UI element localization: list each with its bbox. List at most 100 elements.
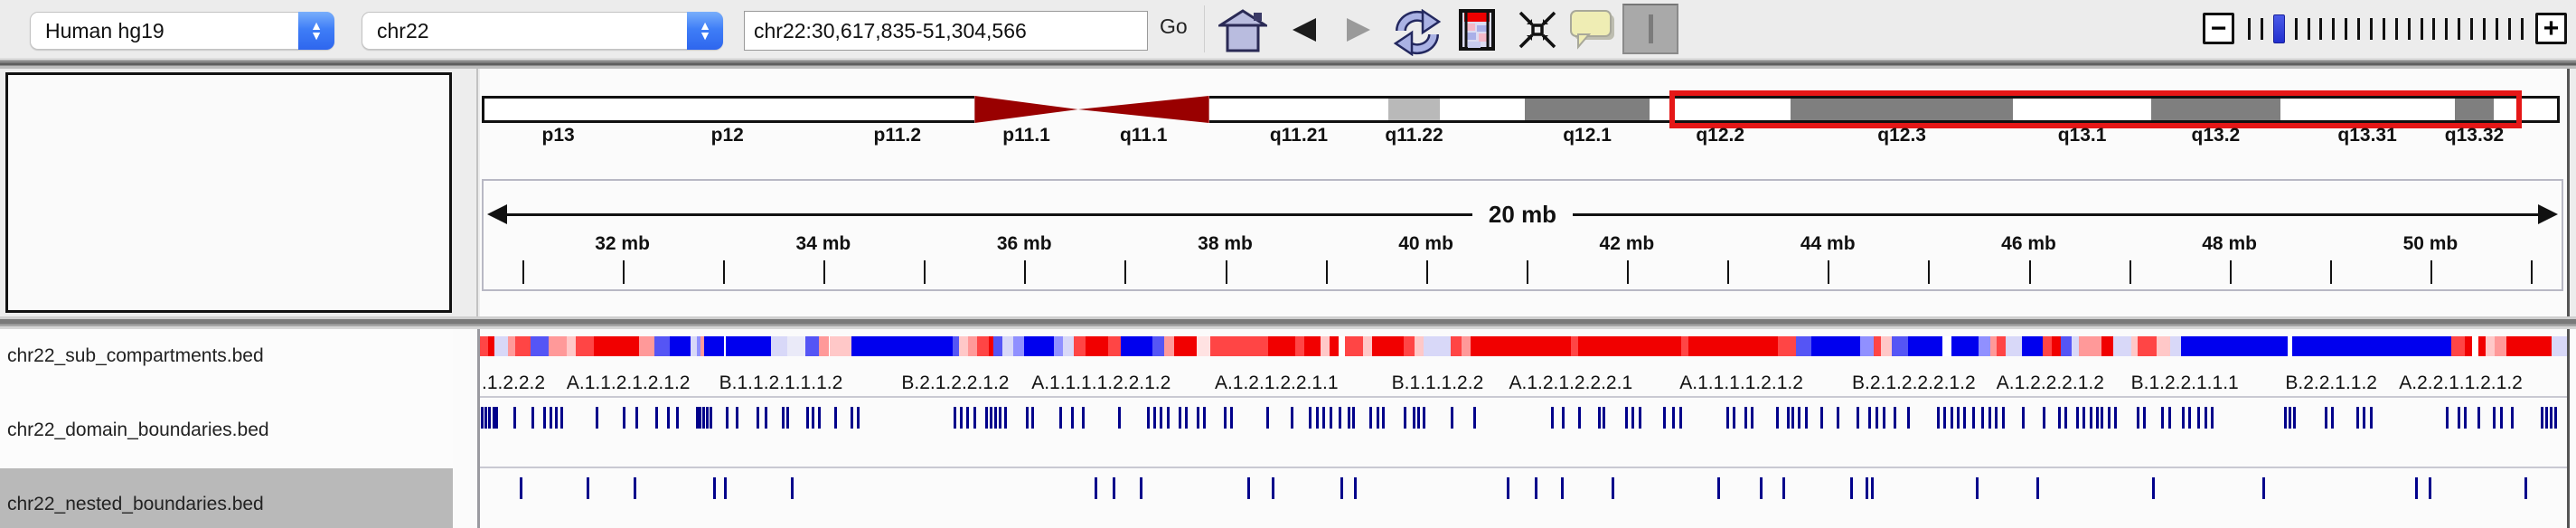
boundary-tick <box>698 407 701 429</box>
boundary-tick <box>1876 407 1878 429</box>
boundary-tick <box>1422 407 1425 429</box>
compartment-segment <box>1873 336 1881 356</box>
track-separator <box>480 396 2567 398</box>
genome-ruler[interactable]: 20 mb 32 mb 34 mb 36 mb 38 mb 40 mb 42 mb 44 m… <box>482 179 2563 291</box>
compartment-segment <box>1344 336 1363 356</box>
track-name-domain-boundaries[interactable]: chr22_domain_boundaries.bed <box>7 420 269 440</box>
nested-boundary-tick <box>2151 477 2155 499</box>
locus-data-panel[interactable]: p13 p12 p11.2 p11.1 q11.1 q11.21 q11.22 q12.1 q1… <box>480 69 2570 316</box>
chevron-up-down-icon: ▲ ▼ <box>687 12 723 50</box>
ideogram-band <box>1791 96 2013 123</box>
boundary-tick <box>1805 407 1809 429</box>
selected-track-highlight <box>0 468 453 528</box>
compartment-segment <box>1403 336 1415 356</box>
zoom-slider-tick <box>2495 18 2498 40</box>
compartment-label: A.1.2.1.2.2.2.1 <box>1509 372 1633 393</box>
boundary-tick <box>1308 407 1312 429</box>
compartment-segment <box>2130 336 2138 356</box>
zoom-slider-tick <box>2294 18 2298 40</box>
compartment-segment <box>1450 336 1462 356</box>
sub-compartment-labels: .1.2.2.2 A.1.1.2.1.2.1.2 B.1.1.2.1.1.1.2 B.… <box>480 372 2567 396</box>
boundary-tick <box>2142 407 2146 429</box>
ruler-tick-label: 38 mb <box>1198 233 1253 254</box>
nested-boundaries-track[interactable] <box>480 477 2567 499</box>
back-icon[interactable] <box>1291 16 1318 43</box>
compartment-segment <box>1267 336 1295 356</box>
ideogram-band-label: p11.1 <box>1002 125 1050 146</box>
ideogram-band <box>1525 96 1650 123</box>
track-name-sub-compartments[interactable]: chr22_sub_compartments.bed <box>7 345 264 366</box>
boundary-tick <box>781 407 785 429</box>
boundary-tick <box>2331 407 2335 429</box>
boundary-tick <box>973 407 977 429</box>
compartment-label: A.2.2.1.1.2.1.2 <box>2399 372 2523 393</box>
zoom-slider[interactable] <box>2248 14 2524 43</box>
region-of-interest-icon[interactable] <box>1459 9 1495 51</box>
boundary-tick <box>1980 407 1984 429</box>
boundary-tick <box>857 407 860 429</box>
ideogram-band <box>2151 96 2280 123</box>
locus-panel: p13 p12 p11.2 p11.1 q11.1 q11.21 q11.22 q12.1 q1… <box>0 69 2576 316</box>
boundary-tick <box>1472 407 1476 429</box>
compartment-segment <box>770 336 787 356</box>
compartment-segment <box>1303 336 1321 356</box>
chromosome-select[interactable]: chr22 ▲ ▼ <box>362 12 723 50</box>
zoom-slider-tick <box>2394 18 2398 40</box>
zoom-in-button[interactable]: + <box>2535 13 2567 44</box>
compartment-segment <box>1086 336 1109 356</box>
compartment-segment <box>1294 336 1304 356</box>
locus-input[interactable] <box>744 11 1148 51</box>
compartment-segment <box>494 336 508 356</box>
chromosome-ideogram[interactable] <box>482 90 2560 128</box>
boundary-tick <box>2356 407 2360 429</box>
cursor-tool-icon[interactable] <box>1622 4 1678 54</box>
boundary-tick <box>2001 407 2005 429</box>
boundary-tick <box>1059 407 1063 429</box>
compartment-segment <box>1796 336 1812 356</box>
boundary-tick <box>999 407 1002 429</box>
panel-splitter[interactable] <box>476 69 478 316</box>
nested-boundary-tick <box>1271 477 1274 499</box>
boundary-tick <box>2100 407 2103 429</box>
boundary-tick <box>994 407 998 429</box>
boundary-tick <box>966 407 970 429</box>
compartment-segment <box>1880 336 1892 356</box>
zoom-slider-handle[interactable] <box>2272 14 2285 43</box>
visible-region-box[interactable] <box>1669 90 2523 128</box>
compartment-label: A.1.1.1.1.2.1.2 <box>1679 372 1803 393</box>
track-name-panel: chr22_sub_compartments.bed chr22_domain_… <box>0 329 453 528</box>
compartment-segment <box>1941 336 1951 356</box>
home-icon[interactable] <box>1218 9 1267 52</box>
boundary-tick <box>2204 407 2207 429</box>
ruler-tick <box>1626 260 1629 284</box>
tooltip-comment-icon[interactable] <box>1569 9 1616 52</box>
fit-to-window-icon[interactable] <box>1517 9 1558 51</box>
genome-select[interactable]: Human hg19 ▲ ▼ <box>30 12 334 50</box>
domain-boundaries-track[interactable] <box>480 407 2567 429</box>
ruler-tick <box>1828 260 1830 284</box>
compartment-segment <box>1108 336 1122 356</box>
refresh-icon[interactable] <box>1392 9 1443 56</box>
boundary-tick <box>1956 407 1960 429</box>
ideogram-band <box>2280 96 2455 123</box>
ruler-tick <box>823 260 825 284</box>
boundary-tick <box>1167 407 1170 429</box>
panel-splitter[interactable] <box>477 329 480 528</box>
zoom-out-button[interactable]: − <box>2203 13 2234 44</box>
section-separator <box>0 316 2576 329</box>
track-name-nested-boundaries[interactable]: chr22_nested_boundaries.bed <box>7 494 264 514</box>
boundary-tick <box>1071 407 1075 429</box>
nested-boundary-tick <box>1612 477 1615 499</box>
compartment-segment <box>507 336 515 356</box>
ideogram-band-label: q11.22 <box>1385 125 1443 146</box>
go-button[interactable]: Go <box>1160 14 1188 38</box>
track-separator <box>480 467 2567 468</box>
boundary-tick <box>1942 407 1946 429</box>
compartment-segment <box>1681 336 1689 356</box>
boundary-tick <box>2136 407 2139 429</box>
forward-icon[interactable] <box>1345 16 1372 43</box>
compartment-segment <box>1860 336 1874 356</box>
track-data-panel[interactable]: .1.2.2.2 A.1.1.2.1.2.1.2 B.1.1.2.1.1.1.2 B.… <box>480 329 2570 528</box>
sub-compartments-bar[interactable] <box>480 336 2567 356</box>
chromosome-select-value: chr22 <box>377 18 429 42</box>
